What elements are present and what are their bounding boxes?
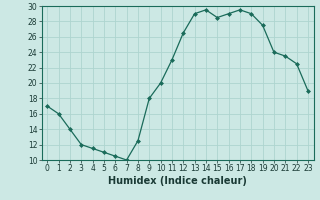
X-axis label: Humidex (Indice chaleur): Humidex (Indice chaleur) — [108, 176, 247, 186]
